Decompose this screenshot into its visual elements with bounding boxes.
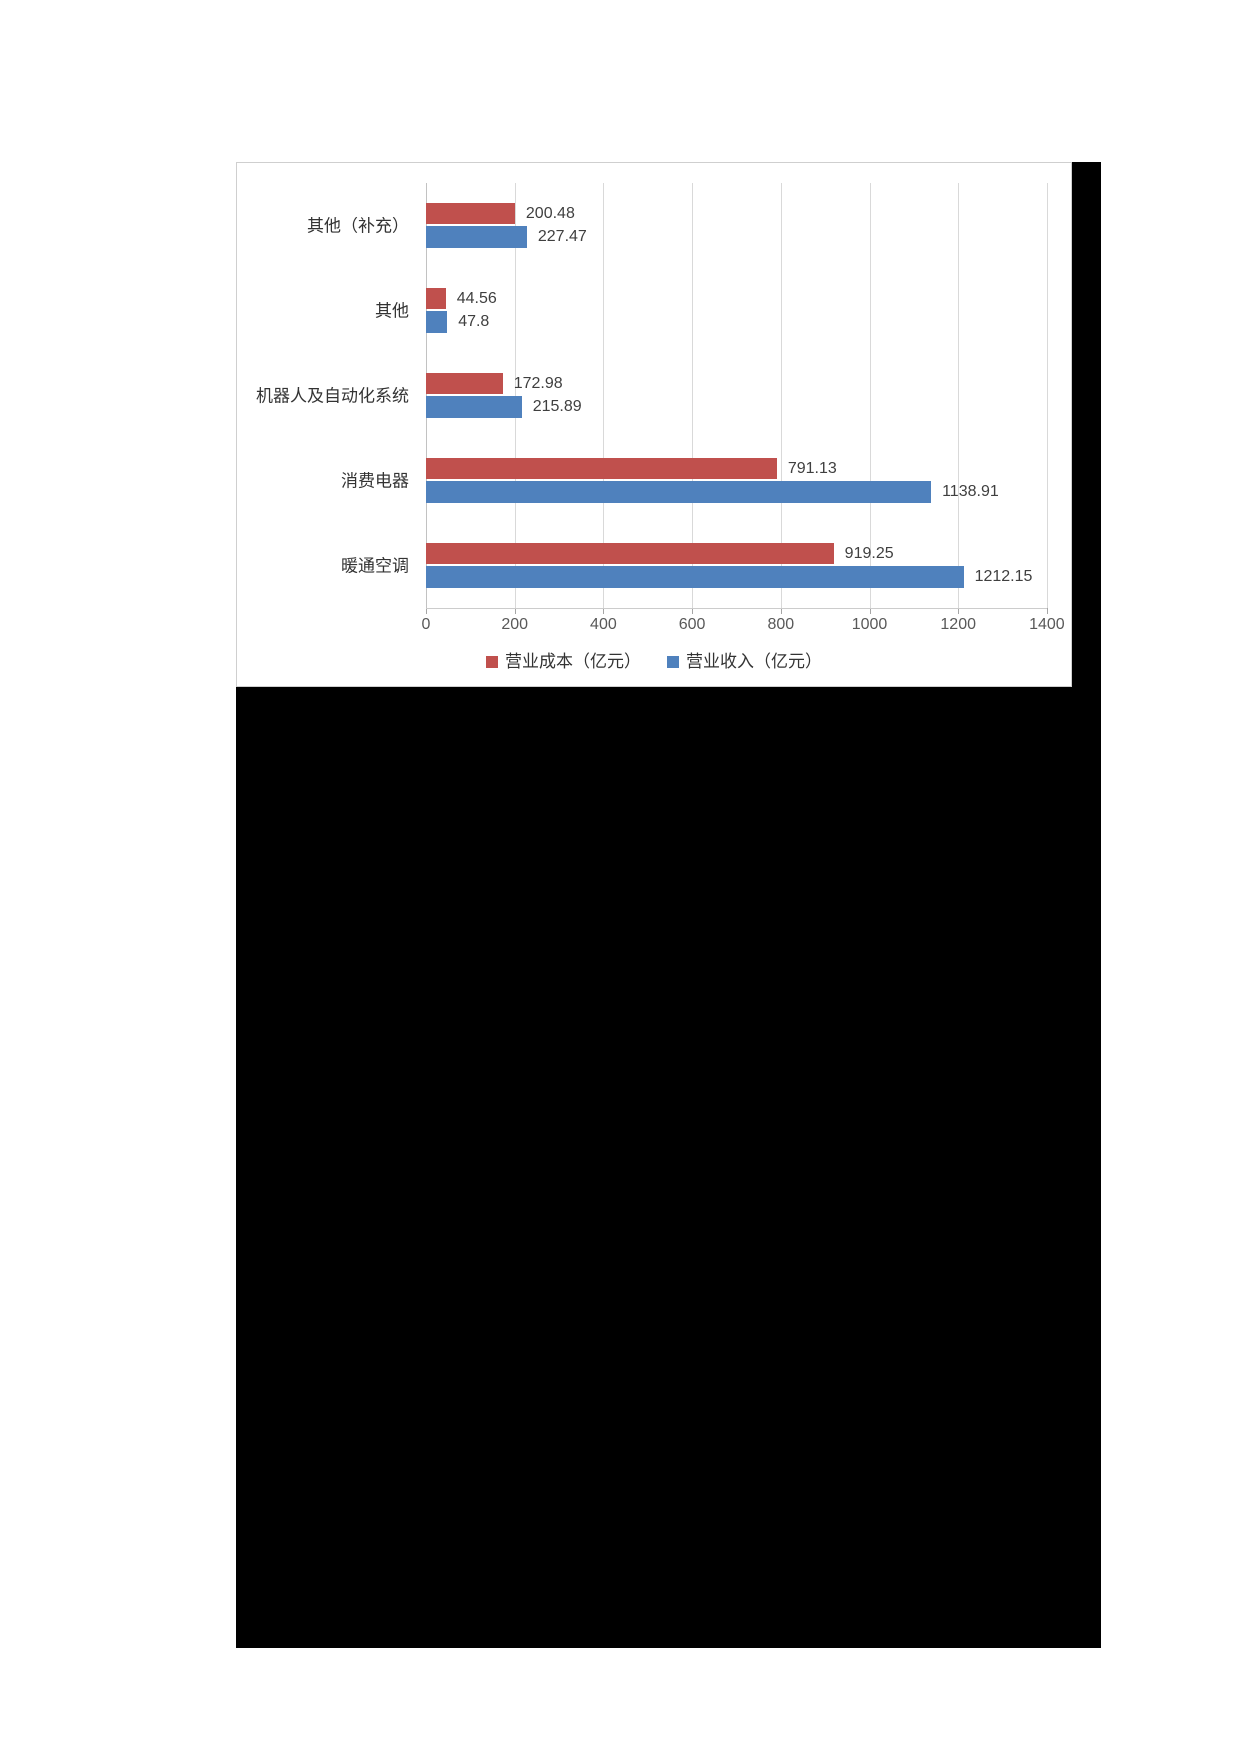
x-tick-label: 0	[421, 616, 431, 633]
cost-bar	[426, 543, 834, 564]
legend-swatch-icon	[486, 655, 498, 668]
category-label: 其他	[375, 301, 409, 320]
gridline	[692, 183, 694, 608]
revenue-bar	[426, 566, 964, 588]
revenue-bar	[426, 481, 932, 503]
x-axis-tick	[603, 608, 605, 614]
x-axis-tick	[1046, 608, 1048, 614]
x-tick-label: 400	[590, 616, 617, 633]
bar-value-label: 791.13	[787, 459, 837, 477]
bar-value-label: 919.25	[844, 544, 894, 562]
bar-value-label: 47.8	[458, 313, 490, 330]
cost-bar	[426, 203, 515, 224]
gridline	[1046, 183, 1048, 608]
legend-item: 营业成本（亿元）	[486, 653, 641, 670]
x-tick-label: 1000	[851, 616, 888, 633]
legend-label: 营业成本（亿元）	[505, 652, 641, 671]
legend-label: 营业收入（亿元）	[686, 652, 822, 671]
x-axis-tick	[426, 608, 427, 614]
bar-value-label: 1212.15	[974, 568, 1033, 585]
bar-value-label: 1138.91	[942, 483, 999, 500]
category-label: 暖通空调	[341, 556, 409, 575]
x-tick-label: 200	[501, 616, 529, 633]
revenue-bar	[426, 226, 527, 248]
gridline	[514, 183, 516, 608]
x-axis-tick	[514, 608, 516, 614]
bar-value-label: 44.56	[456, 289, 497, 307]
revenue-bar	[426, 311, 448, 333]
revenue-bar	[426, 396, 522, 418]
gridline	[780, 183, 782, 608]
gridline	[603, 183, 605, 608]
x-tick-label: 800	[767, 616, 795, 633]
gridline	[958, 183, 960, 608]
gridline	[426, 183, 427, 608]
cost-bar	[426, 373, 503, 394]
cost-bar	[426, 458, 777, 479]
category-label: 其他（补充）	[307, 216, 409, 235]
chart-panel: 0 200 400 600 800 1000 1200 1400 其他（补充） 200.48 227…	[236, 162, 1072, 687]
bar-value-label: 227.47	[537, 228, 587, 245]
bar-value-label: 200.48	[525, 204, 575, 222]
gridline	[869, 183, 871, 608]
category-label: 机器人及自动化系统	[256, 386, 409, 405]
x-tick-label: 600	[678, 616, 706, 633]
x-axis-tick	[780, 608, 782, 614]
x-axis-tick	[869, 608, 871, 614]
x-axis-line	[426, 608, 1047, 609]
x-axis-tick	[692, 608, 694, 614]
category-label: 消费电器	[341, 471, 409, 490]
bar-value-label: 172.98	[513, 374, 563, 392]
legend: 营业成本（亿元） 营业收入（亿元）	[237, 653, 1071, 670]
x-tick-label: 1200	[940, 616, 976, 633]
legend-item: 营业收入（亿元）	[667, 653, 822, 670]
x-tick-label: 1400	[1029, 616, 1065, 633]
x-axis-tick	[958, 608, 960, 614]
legend-swatch-icon	[667, 655, 679, 668]
cost-bar	[426, 288, 446, 309]
bar-value-label: 215.89	[532, 398, 582, 415]
